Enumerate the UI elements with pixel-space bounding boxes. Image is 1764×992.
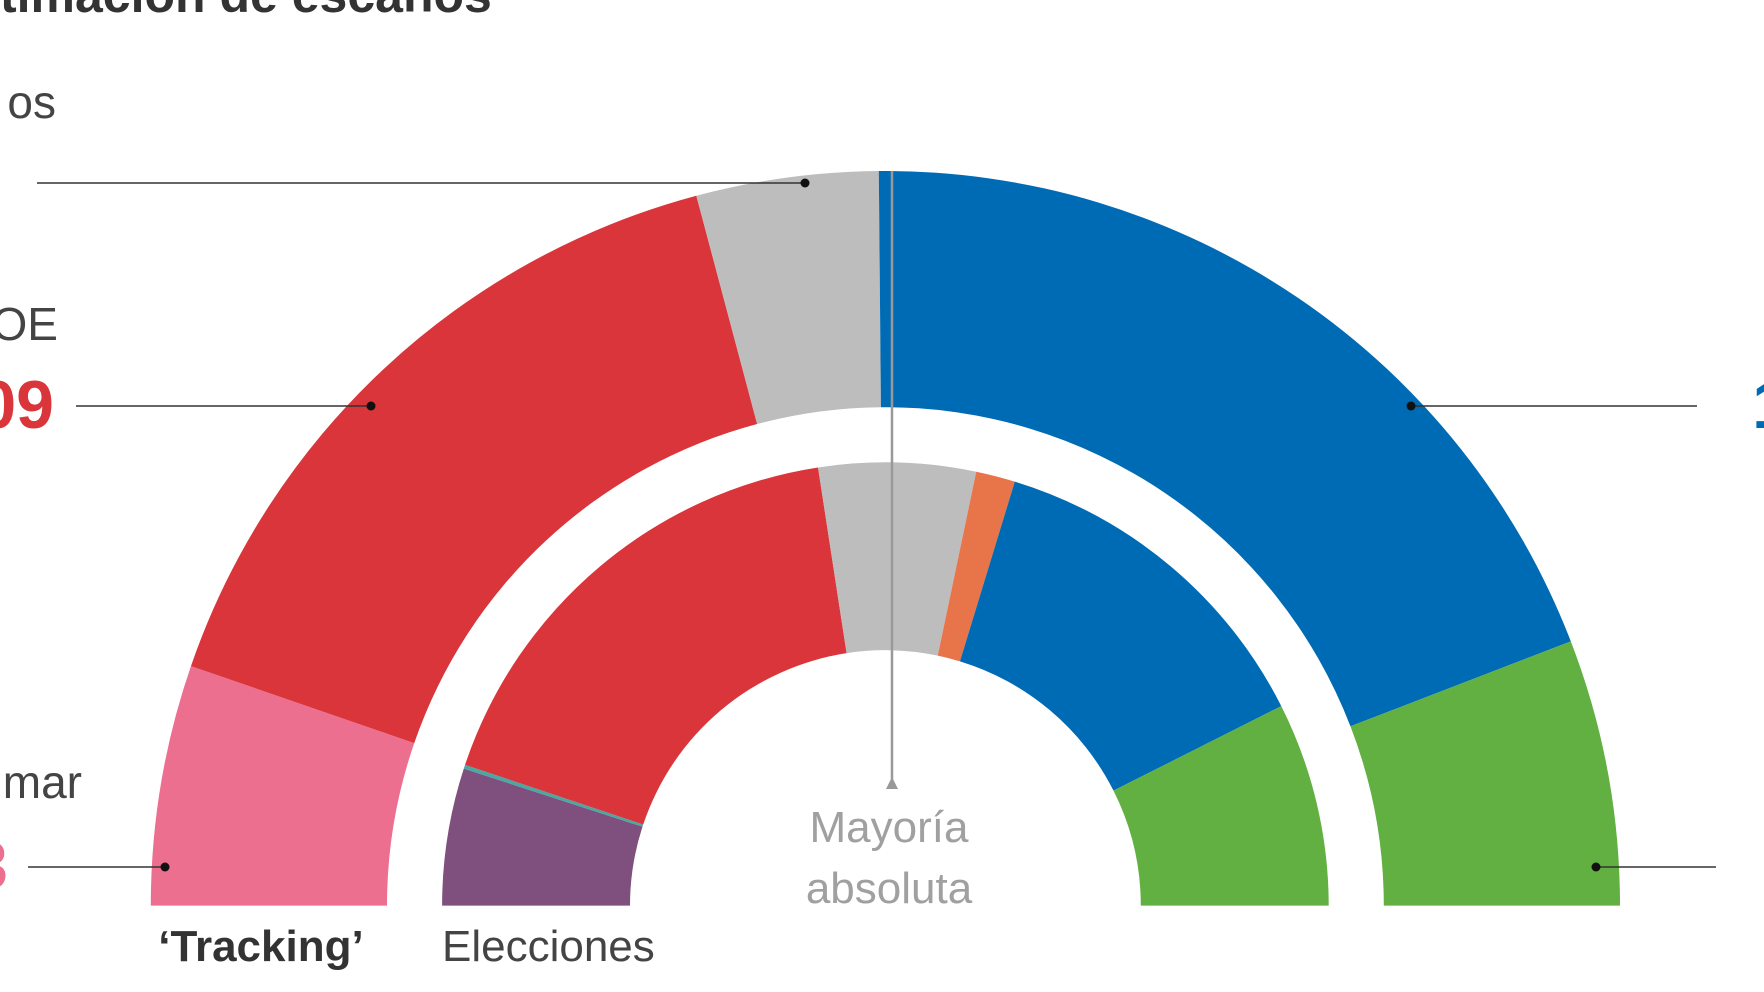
- seat-segment: [959, 481, 1282, 791]
- leader-dot: [1591, 862, 1601, 872]
- leader-dot: [366, 401, 376, 411]
- callout-value: 3: [0, 827, 8, 903]
- majority-label: Mayoría: [810, 803, 969, 852]
- majority-label: absoluta: [806, 864, 973, 913]
- callout-value: 09: [0, 367, 54, 443]
- seat-segment: [442, 768, 643, 906]
- callout-name: mar: [3, 756, 82, 808]
- seat-segment: [465, 467, 847, 825]
- seat-segment: [1350, 641, 1620, 906]
- leader-dot: [1406, 401, 1416, 411]
- ring-label: Elecciones: [442, 922, 655, 971]
- chart-title: timación de escaños: [0, 0, 492, 23]
- seat-segment: [1113, 706, 1329, 906]
- majority-marker: [885, 777, 898, 789]
- seat-segment: [818, 462, 977, 656]
- callout-name: os: [7, 76, 56, 128]
- ring-label: ‘Tracking’: [158, 922, 363, 971]
- seat-segment: [696, 171, 881, 424]
- leader-dot: [800, 178, 810, 188]
- seat-segment: [878, 171, 1571, 727]
- leader-dot: [160, 862, 170, 872]
- callout-name: OE: [0, 298, 58, 350]
- seat-segment: [937, 471, 1015, 662]
- seat-segment: [463, 764, 644, 827]
- seat-segment: [190, 195, 758, 744]
- callout-value: 1: [1752, 367, 1764, 443]
- seat-segment: [150, 666, 415, 906]
